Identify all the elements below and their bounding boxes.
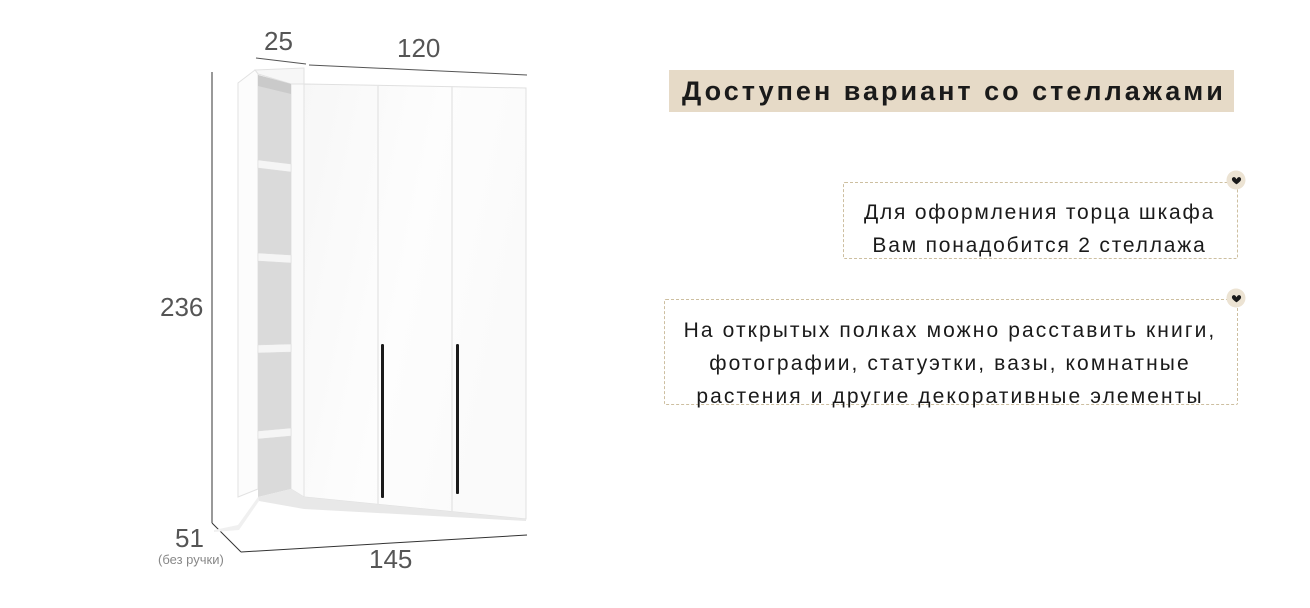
svg-text:145: 145 (369, 544, 412, 574)
svg-text:120: 120 (397, 33, 440, 63)
svg-text:(без ручки): (без ручки) (158, 552, 224, 567)
svg-text:236: 236 (160, 292, 203, 322)
svg-text:25: 25 (264, 26, 293, 56)
svg-text:51: 51 (175, 523, 204, 553)
